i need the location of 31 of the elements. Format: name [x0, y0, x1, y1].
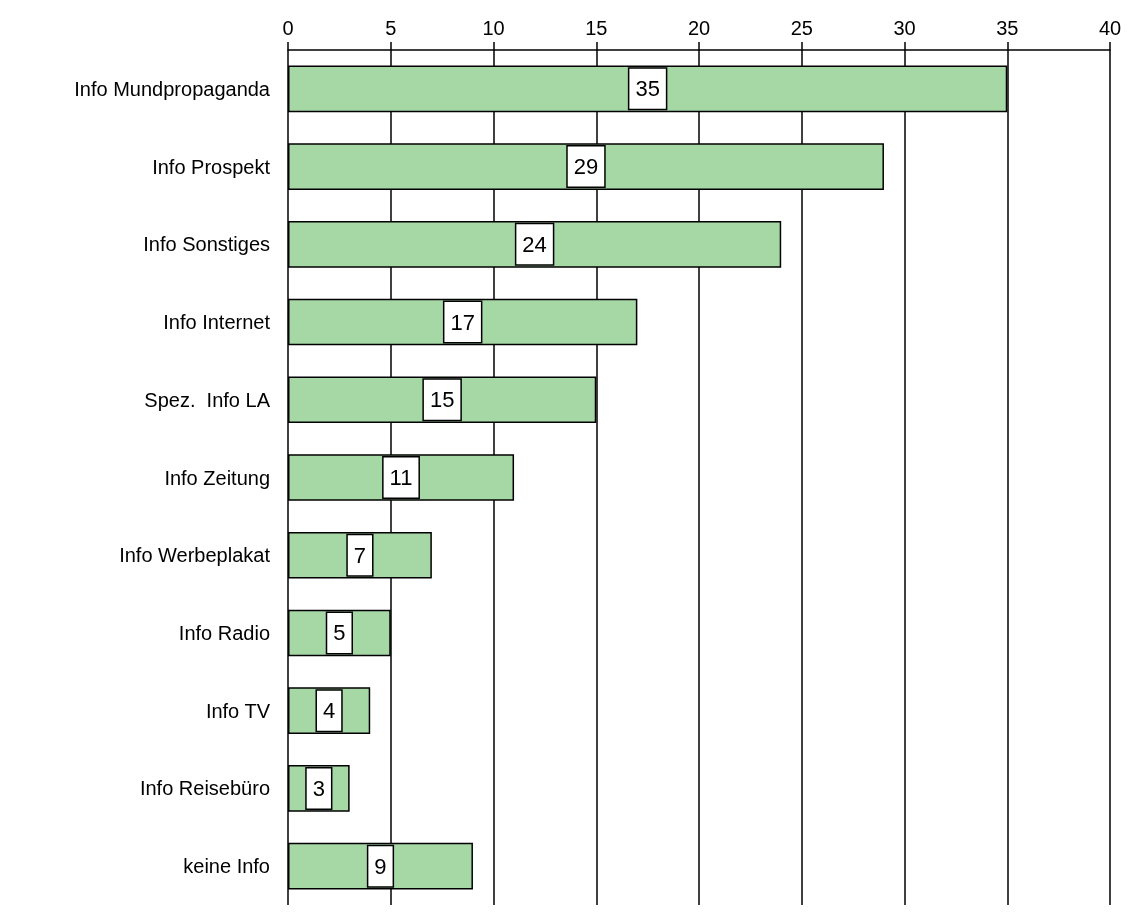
y-tick-label: Info Mundpropaganda — [74, 77, 271, 100]
y-tick-label: Info Zeitung — [164, 466, 270, 489]
x-tick-label: 40 — [1098, 17, 1122, 39]
y-tick-label: Spez. Info LA — [144, 388, 271, 411]
data-label: 9 — [374, 853, 387, 879]
y-tick-label: Info Prospekt — [152, 155, 271, 178]
x-tick-label: 30 — [893, 17, 916, 39]
y-tick-label: keine Info — [183, 855, 270, 878]
y-tick-label: Info Reisebüro — [139, 777, 270, 800]
x-tick-label: 15 — [585, 17, 608, 39]
data-label: 24 — [522, 231, 547, 257]
y-tick-label: Info TV — [205, 699, 271, 722]
data-label: 4 — [322, 698, 336, 724]
data-label: 35 — [635, 76, 660, 102]
y-tick-label: Info Werbeplakat — [119, 544, 271, 567]
data-label: 29 — [573, 154, 599, 180]
y-tick-label: Info Radio — [178, 621, 270, 644]
x-tick-label: 25 — [790, 17, 813, 39]
data-label: 7 — [353, 542, 367, 568]
x-tick-label: 10 — [482, 17, 505, 39]
data-label: 5 — [333, 620, 346, 646]
x-tick-label: 20 — [687, 17, 711, 39]
y-tick-label: Info Internet — [163, 311, 271, 334]
data-label: 17 — [450, 309, 475, 335]
y-tick-label: Info Sonstiges — [143, 233, 270, 256]
x-tick-label: 35 — [996, 17, 1019, 39]
x-tick-label: 0 — [282, 17, 294, 39]
data-label: 3 — [312, 775, 325, 801]
data-label: 11 — [389, 465, 413, 490]
data-label: 15 — [429, 387, 455, 413]
x-tick-label: 5 — [385, 17, 397, 39]
